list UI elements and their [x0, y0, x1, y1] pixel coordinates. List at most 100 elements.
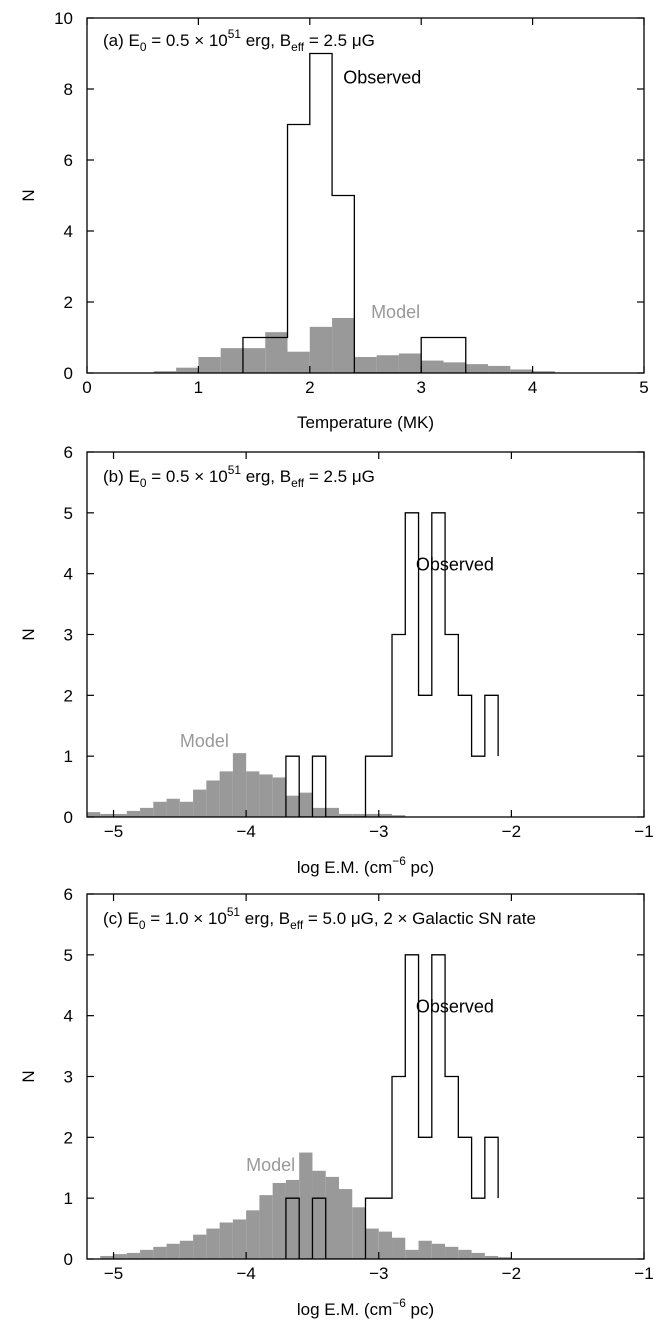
x-tick-label: −3: [369, 822, 388, 841]
observed-histogram-line: [285, 512, 499, 817]
model-bar: [378, 813, 393, 817]
plot-area: [100, 954, 512, 1259]
panel-title: (c) E0 = 1.0 × 1051 erg, Beff = 5.0 μG, …: [103, 905, 536, 932]
model-bar: [232, 1219, 247, 1259]
model-bar: [376, 355, 399, 373]
x-tick-label: −2: [502, 822, 521, 841]
model-bar: [259, 774, 273, 817]
x-tick-label: 1: [194, 378, 203, 397]
model-bar: [265, 332, 288, 373]
x-tick-label: −5: [104, 1264, 123, 1283]
y-axis-title: N: [19, 1070, 38, 1082]
model-bar: [287, 351, 310, 373]
model-bar: [232, 753, 247, 817]
y-tick-label: 4: [64, 222, 73, 241]
y-tick-label: 2: [64, 686, 73, 705]
model-bar: [510, 369, 533, 373]
model-bar: [246, 1210, 260, 1259]
model-bar: [392, 815, 406, 817]
model-bar: [179, 1240, 194, 1259]
x-tick-label: −4: [236, 822, 255, 841]
x-axis-title: Temperature (MK): [297, 413, 434, 432]
y-axis-title: N: [19, 189, 38, 201]
model-bar: [220, 348, 243, 373]
model-bar: [140, 1249, 154, 1259]
model-bar: [100, 1255, 114, 1259]
model-bar: [272, 1182, 286, 1259]
model-bar: [206, 780, 220, 817]
model-bar: [219, 1222, 233, 1259]
model-bar: [246, 771, 260, 817]
model-bar: [332, 317, 355, 373]
model-bar: [153, 1246, 167, 1259]
model-bar: [113, 813, 127, 817]
chart-c-svg: −5 −4 −3 −2 −1 0 1 2 3 4 5 6 (c) E0 = 1.0 × 1051 erg…: [19, 885, 654, 1319]
x-tick-label: −2: [502, 1264, 521, 1283]
y-tick-label: 2: [64, 1128, 73, 1147]
y-tick-label: 5: [64, 946, 73, 965]
model-bar: [309, 326, 333, 373]
panel-b-emission-measure-histogram: −5 −4 −3 −2 −1 0 1 2 3 4 5 6 (b) E0 = 0.5 × 1051 erg…: [0, 440, 661, 882]
y-tick-label: 3: [64, 1068, 73, 1087]
x-tick-label: 4: [528, 378, 537, 397]
x-axis-title: log E.M. (cm−6 pc): [297, 1296, 434, 1319]
model-bar: [458, 1249, 472, 1259]
model-label: Model: [371, 302, 420, 322]
model-bar: [153, 371, 177, 373]
model-bar: [259, 1195, 273, 1259]
model-bar: [198, 357, 221, 373]
y-tick-label: 3: [64, 626, 73, 645]
model-bar: [471, 1252, 485, 1259]
model-bar: [179, 801, 194, 817]
model-bar: [378, 1231, 393, 1259]
model-bar: [532, 371, 555, 373]
model-bar: [126, 810, 141, 817]
x-tick-label: −1: [634, 1264, 653, 1283]
observed-histogram-line: [242, 52, 467, 373]
model-bar: [113, 1254, 127, 1259]
y-tick-label: 2: [64, 293, 73, 312]
model-bar: [338, 813, 353, 817]
y-tick-label: 1: [64, 747, 73, 766]
model-bar: [206, 1228, 220, 1259]
chart-a-svg: 0 1 2 3 4 5 0 2 4 6 8 10 (a) E0 = 0.5 × 1051 erg, Be…: [19, 9, 649, 432]
x-tick-label: −1: [634, 822, 653, 841]
model-bar: [365, 813, 379, 817]
model-bar: [498, 1257, 512, 1259]
model-bar: [166, 1243, 180, 1259]
model-bar: [431, 1243, 446, 1259]
model-bar: [126, 1252, 141, 1259]
x-tick-label: −5: [104, 822, 123, 841]
model-bar: [219, 771, 233, 817]
x-tick-label: 2: [305, 378, 314, 397]
y-tick-label: 6: [64, 443, 73, 462]
model-bar: [405, 1249, 419, 1259]
panel-c-emission-measure-histogram: −5 −4 −3 −2 −1 0 1 2 3 4 5 6 (c) E0 = 1.0 × 1051 erg…: [0, 882, 661, 1324]
y-tick-label: 0: [64, 1250, 73, 1269]
y-tick-label: 10: [54, 9, 73, 28]
y-tick-label: 0: [64, 808, 73, 827]
model-bar: [100, 813, 114, 817]
model-bar: [312, 1170, 326, 1259]
model-bar: [325, 1176, 339, 1259]
y-tick-label: 6: [64, 151, 73, 170]
y-tick-label: 4: [64, 1007, 73, 1026]
model-bar: [443, 362, 466, 373]
y-axis-title: N: [19, 628, 38, 640]
model-bar: [398, 353, 422, 373]
model-bar: [338, 1189, 353, 1259]
plot-area: [153, 52, 555, 373]
model-bar: [193, 1234, 207, 1259]
observed-label: Observed: [416, 555, 494, 575]
model-bar: [242, 348, 266, 373]
model-bar: [445, 1246, 459, 1259]
panel-title: (a) E0 = 0.5 × 1051 erg, Beff = 2.5 μG: [103, 27, 375, 54]
model-bar: [285, 795, 300, 817]
model-bar: [325, 807, 339, 817]
model-bar: [488, 365, 511, 373]
model-bar: [484, 1255, 499, 1259]
model-bar: [352, 1207, 366, 1259]
x-tick-label: 0: [82, 378, 91, 397]
plot-area: [87, 512, 499, 817]
x-axis-title: log E.M. (cm−6 pc): [297, 854, 434, 877]
